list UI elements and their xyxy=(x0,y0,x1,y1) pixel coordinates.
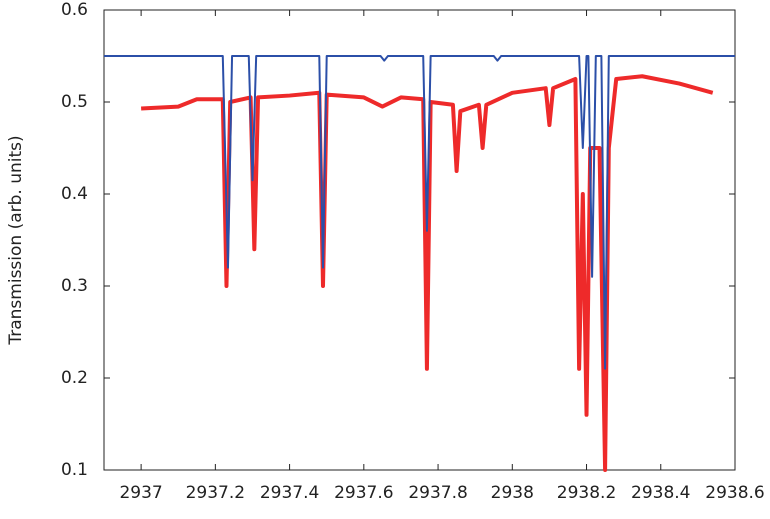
plot-frame xyxy=(103,9,736,471)
y-tick-label: 0.1 xyxy=(61,460,88,480)
y-tick-label: 0.6 xyxy=(61,0,88,20)
y-tick-label: 0.2 xyxy=(61,368,88,388)
x-tick-label: 2937.6 xyxy=(334,483,393,503)
x-tick-label: 2938.6 xyxy=(705,483,764,503)
x-tick-label: 2937.8 xyxy=(408,483,467,503)
x-tick-label: 2938.2 xyxy=(557,483,616,503)
x-tick-label: 2938 xyxy=(491,483,534,503)
y-tick-label: 0.5 xyxy=(61,92,88,112)
y-tick-label: 0.4 xyxy=(61,184,88,204)
data-line xyxy=(141,74,714,472)
y-axis-label: Transmission (arb. units) xyxy=(6,135,26,345)
x-tick-label: 2937.4 xyxy=(260,483,319,503)
data-line xyxy=(104,55,735,370)
y-tick-label: 0.3 xyxy=(61,276,88,296)
x-tick-label: 2937 xyxy=(119,483,162,503)
x-tick-label: 2937.2 xyxy=(186,483,245,503)
x-tick-label: 2938.4 xyxy=(631,483,690,503)
